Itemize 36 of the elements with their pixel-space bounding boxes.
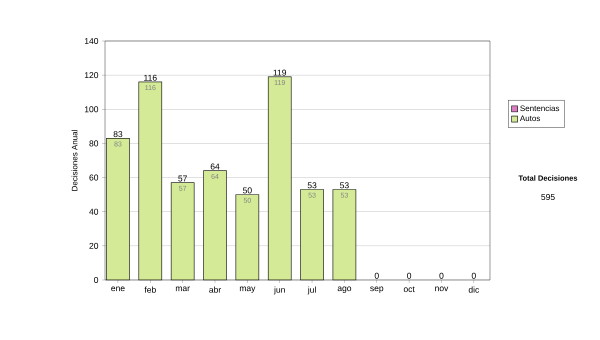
x-tick-label: dic: [468, 286, 480, 293]
total-label: 116: [144, 74, 157, 81]
x-tick-label: abr: [209, 286, 221, 293]
x-tick-label: jun: [274, 286, 285, 294]
total-label: 0: [439, 272, 444, 279]
y-tick-label: 100: [84, 106, 98, 112]
x-tick-label: ago: [338, 286, 352, 293]
x-tick-label: mar: [176, 286, 190, 292]
y-tick-label: 40: [89, 208, 98, 215]
total-label: 0: [472, 272, 476, 279]
legend-label: Autos: [520, 116, 540, 122]
text: 595: [541, 194, 555, 200]
legend-label: Sentencias: [520, 105, 560, 112]
total-label: 53: [308, 182, 316, 188]
y-tick-label: 120: [84, 72, 98, 78]
y-tick-label: 140: [84, 38, 98, 44]
x-tick-label: ene: [111, 286, 125, 292]
total-label: 64: [210, 164, 220, 170]
total-label: 53: [340, 182, 349, 188]
total-label: 57: [178, 176, 187, 182]
total-label: 83: [114, 131, 122, 138]
y-tick-label: 60: [89, 174, 98, 181]
x-tick-label: oct: [404, 286, 415, 292]
x-tick-label: jul: [308, 286, 316, 294]
total-label: 0: [407, 272, 412, 279]
x-tick-label: feb: [144, 286, 156, 293]
x-tick-label: may: [240, 286, 256, 293]
y-tick-label: 0: [94, 276, 98, 283]
x-tick-label: nov: [435, 286, 448, 292]
y-tick-label: 20: [89, 242, 98, 249]
x-tick-label: sep: [370, 286, 384, 293]
y-axis-title: Decisiones Anual: [72, 130, 78, 191]
total-label: 119: [274, 70, 286, 76]
total-label: 50: [242, 187, 252, 194]
y-tick-label: 80: [89, 140, 98, 146]
total-label: 0: [374, 272, 379, 279]
